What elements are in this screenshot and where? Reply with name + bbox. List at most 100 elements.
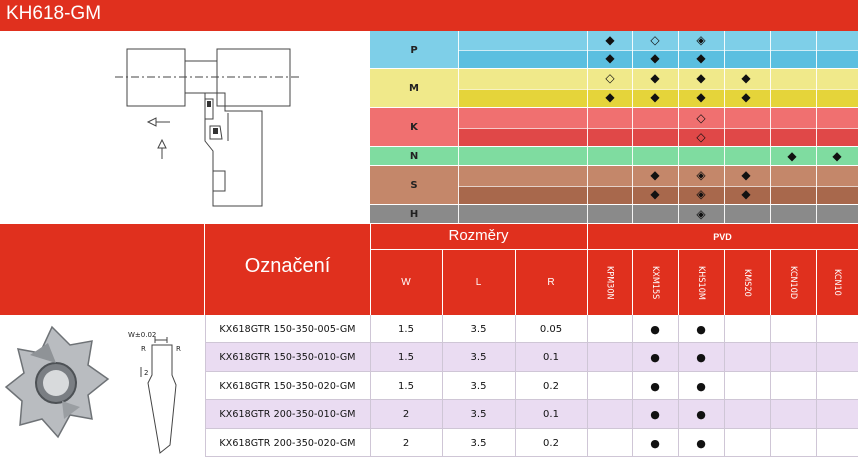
- recommended-diamond-icon: ◆: [696, 71, 706, 85]
- divider: [724, 315, 725, 457]
- recommended-diamond-icon: ◆: [650, 187, 660, 201]
- material-label-n: N: [370, 147, 458, 166]
- grade-label: KPM30N: [604, 265, 615, 300]
- dim-w-value: 2: [402, 437, 410, 449]
- divider: [587, 31, 588, 224]
- partial-diamond-icon: ◈: [696, 207, 706, 221]
- available-dot-icon: ●: [650, 436, 660, 450]
- material-band: [370, 205, 858, 224]
- radius-label-left: R: [141, 345, 146, 353]
- dim-w-value: 1.5: [398, 352, 414, 363]
- divider: [370, 68, 858, 69]
- part-code: KX618GTR 200-350-020-GM: [219, 437, 356, 449]
- divider: [632, 315, 633, 457]
- available-dot-icon: ●: [650, 379, 660, 393]
- designation-header: Označení: [244, 255, 331, 277]
- material-band: [370, 108, 858, 128]
- grade-header-kms20: KMS20: [724, 250, 770, 315]
- dim-l-value: 3.5: [470, 352, 487, 363]
- dim-r-value: 0.2: [543, 380, 559, 392]
- recommended-diamond-icon: ◆: [696, 90, 706, 104]
- recommended-diamond-icon: ◆: [832, 149, 842, 163]
- dim-w-value: 1.5: [398, 380, 414, 392]
- divider: [458, 50, 858, 51]
- recommended-diamond-icon: ◆: [650, 71, 660, 85]
- partial-diamond-icon: ◈: [696, 168, 706, 182]
- table-row: [205, 343, 858, 372]
- divider: [458, 186, 858, 187]
- divider: [370, 146, 858, 147]
- material-label-h: H: [370, 205, 458, 224]
- recommended-diamond-icon: ◆: [650, 90, 660, 104]
- dim-l-value: 3.5: [470, 380, 487, 392]
- grade-header-kcn10: KCN10: [816, 250, 858, 315]
- dim-header-r: R: [547, 277, 555, 288]
- material-band: [370, 69, 858, 89]
- divider: [724, 31, 725, 224]
- insert-profile-drawing: [140, 337, 177, 454]
- grade-header-khs10m: KHS10M: [678, 250, 724, 315]
- divider: [770, 31, 771, 224]
- divider: [816, 250, 817, 315]
- material-band: [370, 89, 858, 108]
- divider: [678, 315, 679, 457]
- divider: [370, 224, 371, 315]
- dim-l-value: 3.5: [470, 437, 487, 449]
- available-dot-icon: ●: [696, 408, 706, 421]
- page-title: KH618-GM: [6, 3, 102, 24]
- material-band: [370, 50, 858, 69]
- grade-label: KCN10D: [788, 265, 798, 300]
- material-band: [370, 147, 858, 166]
- dim-l-value: 3.5: [470, 323, 487, 335]
- dim-r-value: 0.1: [543, 409, 559, 420]
- divider: [370, 204, 858, 205]
- material-label-k: K: [370, 108, 458, 147]
- material-label-s: S: [370, 166, 458, 205]
- divider: [515, 250, 516, 315]
- divider: [587, 315, 588, 457]
- coating-header: PVD: [713, 232, 732, 242]
- table-header: [0, 224, 858, 315]
- tolerance-label: W±0.02: [128, 331, 156, 339]
- recommended-diamond-icon: ◆: [650, 168, 660, 182]
- available-dot-icon: ●: [696, 436, 706, 450]
- table-row: [205, 315, 858, 343]
- table-row: [205, 372, 858, 400]
- recommended-diamond-icon: ◆: [741, 168, 751, 182]
- radius-label-right: R: [176, 345, 181, 353]
- divider: [370, 165, 858, 166]
- recommended-diamond-icon: ◆: [650, 51, 660, 65]
- available-dot-icon: ●: [696, 351, 706, 364]
- divider: [816, 31, 817, 224]
- tool-diagram: [115, 48, 300, 207]
- grade-header-kcn10d: KCN10D: [770, 250, 816, 315]
- dim-header-l: L: [475, 277, 482, 288]
- grade-label: KXM15S: [650, 265, 660, 300]
- available-dot-icon: ●: [696, 322, 706, 336]
- suitable-diamond-icon: ◇: [650, 33, 660, 47]
- recommended-diamond-icon: ◆: [605, 51, 615, 65]
- divider: [770, 315, 771, 457]
- recommended-diamond-icon: ◆: [787, 149, 797, 163]
- title-bar: [0, 0, 858, 31]
- material-label-m: M: [370, 69, 458, 108]
- divider: [205, 315, 206, 457]
- dim-r-value: 0.2: [543, 437, 559, 449]
- available-dot-icon: ●: [650, 351, 660, 364]
- dim-header-w: W: [401, 277, 411, 288]
- available-dot-icon: ●: [696, 379, 706, 393]
- material-label-p: P: [370, 31, 458, 69]
- dim-w-value: 1.5: [398, 323, 414, 335]
- divider: [678, 31, 679, 224]
- divider: [515, 315, 516, 457]
- part-code: KX618GTR 200-350-010-GM: [219, 409, 356, 420]
- divider: [458, 89, 858, 90]
- divider: [678, 250, 679, 315]
- recommended-diamond-icon: ◆: [605, 90, 615, 104]
- divider: [370, 223, 858, 224]
- divider: [370, 107, 858, 108]
- partial-diamond-icon: ◈: [696, 187, 706, 201]
- divider: [724, 250, 725, 315]
- recommended-diamond-icon: ◆: [741, 187, 751, 201]
- tool-drawing: [0, 31, 370, 224]
